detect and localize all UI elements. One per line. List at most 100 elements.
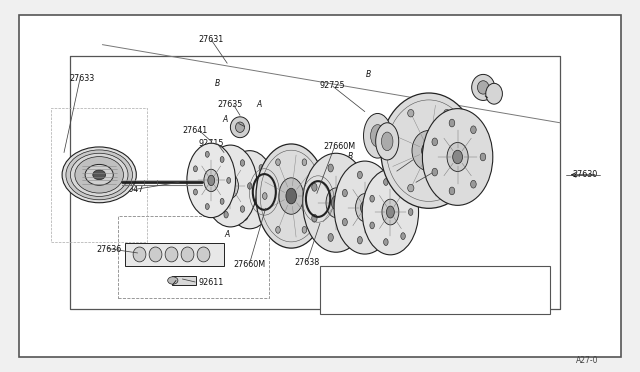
Text: 92655: 92655: [400, 155, 426, 164]
Ellipse shape: [371, 125, 385, 147]
Ellipse shape: [66, 150, 132, 200]
Ellipse shape: [408, 109, 414, 117]
Ellipse shape: [348, 227, 354, 235]
Ellipse shape: [486, 83, 502, 104]
Ellipse shape: [412, 131, 445, 171]
Bar: [320, 266, 550, 314]
Text: 27641: 27641: [182, 126, 208, 135]
Ellipse shape: [262, 193, 267, 199]
Ellipse shape: [312, 183, 317, 191]
Ellipse shape: [383, 239, 388, 246]
Ellipse shape: [224, 154, 228, 161]
Ellipse shape: [376, 123, 399, 160]
Ellipse shape: [286, 188, 296, 204]
Ellipse shape: [390, 147, 396, 154]
Ellipse shape: [401, 233, 405, 240]
Ellipse shape: [376, 178, 381, 185]
Ellipse shape: [332, 196, 340, 210]
Ellipse shape: [181, 247, 194, 262]
Ellipse shape: [240, 206, 244, 212]
Ellipse shape: [326, 188, 346, 218]
Ellipse shape: [220, 198, 224, 204]
Ellipse shape: [432, 138, 438, 146]
Text: 27642: 27642: [422, 169, 448, 177]
Ellipse shape: [370, 222, 374, 229]
Ellipse shape: [208, 175, 214, 186]
Text: A: A: [223, 115, 228, 124]
Ellipse shape: [385, 204, 389, 211]
Ellipse shape: [364, 113, 392, 158]
Ellipse shape: [452, 150, 463, 164]
Ellipse shape: [248, 183, 252, 189]
Ellipse shape: [303, 153, 369, 252]
Ellipse shape: [408, 209, 413, 215]
Text: 92725: 92725: [320, 81, 346, 90]
Ellipse shape: [227, 180, 234, 192]
Ellipse shape: [472, 74, 495, 100]
Text: 27631: 27631: [198, 35, 224, 44]
Ellipse shape: [75, 157, 124, 193]
Ellipse shape: [432, 168, 438, 176]
Text: 27638: 27638: [294, 258, 320, 267]
Bar: [172, 276, 196, 285]
Ellipse shape: [259, 164, 263, 171]
Ellipse shape: [357, 199, 363, 207]
Ellipse shape: [328, 164, 333, 172]
Ellipse shape: [236, 122, 244, 132]
Ellipse shape: [316, 193, 320, 199]
Ellipse shape: [383, 179, 388, 185]
Text: NOTE:: NOTE:: [326, 276, 348, 282]
Text: 27630: 27630: [573, 170, 598, 179]
Ellipse shape: [470, 126, 476, 134]
Text: B IS COMPONENT OF    92647: B IS COMPONENT OF 92647: [326, 302, 429, 308]
Ellipse shape: [370, 195, 374, 202]
Ellipse shape: [357, 237, 362, 244]
Ellipse shape: [230, 117, 250, 138]
Ellipse shape: [256, 144, 326, 248]
Ellipse shape: [246, 184, 253, 195]
Ellipse shape: [362, 169, 419, 255]
Ellipse shape: [205, 203, 209, 209]
Text: 92611: 92611: [198, 278, 223, 287]
Ellipse shape: [480, 153, 486, 161]
Text: 27636: 27636: [96, 245, 121, 254]
Text: A: A: [323, 224, 328, 233]
Bar: [125, 243, 224, 266]
Ellipse shape: [477, 81, 489, 94]
Ellipse shape: [62, 147, 136, 203]
Ellipse shape: [85, 164, 113, 185]
Ellipse shape: [408, 185, 414, 192]
Ellipse shape: [348, 171, 354, 179]
Ellipse shape: [168, 277, 178, 284]
Ellipse shape: [401, 185, 405, 191]
Ellipse shape: [461, 147, 468, 154]
Ellipse shape: [381, 132, 393, 151]
Ellipse shape: [312, 214, 317, 222]
Ellipse shape: [243, 214, 248, 220]
Ellipse shape: [187, 143, 236, 218]
Ellipse shape: [470, 180, 476, 188]
Ellipse shape: [449, 119, 455, 127]
Ellipse shape: [422, 109, 493, 205]
Ellipse shape: [447, 142, 468, 171]
Ellipse shape: [231, 199, 235, 205]
Text: 27660M: 27660M: [234, 260, 266, 269]
Ellipse shape: [266, 187, 270, 193]
Ellipse shape: [444, 185, 450, 192]
Text: 27660M: 27660M: [323, 142, 355, 151]
Ellipse shape: [222, 174, 239, 198]
Ellipse shape: [387, 206, 394, 218]
Ellipse shape: [243, 159, 248, 166]
Ellipse shape: [342, 189, 348, 197]
Ellipse shape: [381, 93, 477, 208]
Ellipse shape: [276, 227, 280, 233]
Ellipse shape: [149, 247, 162, 262]
Ellipse shape: [211, 170, 215, 176]
Ellipse shape: [302, 159, 307, 166]
Text: 92715: 92715: [198, 139, 224, 148]
Text: A: A: [257, 100, 262, 109]
Ellipse shape: [444, 109, 450, 117]
Ellipse shape: [334, 161, 396, 254]
Ellipse shape: [197, 247, 210, 262]
Ellipse shape: [193, 189, 197, 195]
